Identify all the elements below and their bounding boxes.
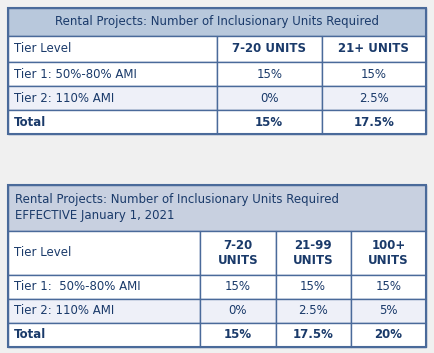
Bar (8, 8, 426, 134)
Text: 2.5%: 2.5% (359, 91, 388, 104)
Bar (217, 86, 322, 110)
Text: 7-20
UNITS: 7-20 UNITS (217, 239, 258, 267)
Text: 0%: 0% (229, 305, 247, 317)
Bar (8, 299, 200, 323)
Bar (200, 231, 276, 275)
Text: Tier 2: 110% AMI: Tier 2: 110% AMI (14, 305, 114, 317)
Bar (8, 62, 217, 86)
Bar (276, 299, 351, 323)
Text: 15%: 15% (225, 281, 251, 293)
Text: Rental Projects: Number of Inclusionary Units Required: Rental Projects: Number of Inclusionary … (55, 16, 379, 29)
Bar (8, 275, 200, 299)
Bar (351, 299, 426, 323)
Bar (8, 8, 426, 36)
Bar (8, 323, 200, 347)
Bar (8, 86, 217, 110)
Text: 0%: 0% (260, 91, 279, 104)
Text: Total: Total (14, 115, 46, 128)
Text: Rental Projects: Number of Inclusionary Units Required: Rental Projects: Number of Inclusionary … (15, 193, 339, 206)
Text: 7-20 UNITS: 7-20 UNITS (232, 42, 306, 55)
Text: 15%: 15% (224, 329, 252, 341)
Bar (200, 275, 276, 299)
Text: Tier 1: 50%-80% AMI: Tier 1: 50%-80% AMI (14, 67, 137, 80)
Text: Tier Level: Tier Level (14, 42, 71, 55)
Bar (351, 323, 426, 347)
Text: Tier Level: Tier Level (14, 246, 71, 259)
Bar (322, 36, 426, 62)
Text: 17.5%: 17.5% (353, 115, 394, 128)
Bar (8, 185, 426, 231)
Text: 15%: 15% (300, 281, 326, 293)
Text: 21-99
UNITS: 21-99 UNITS (293, 239, 333, 267)
Bar (217, 110, 322, 134)
Text: 15%: 15% (361, 67, 387, 80)
Text: Tier 1:  50%-80% AMI: Tier 1: 50%-80% AMI (14, 281, 141, 293)
Text: 2.5%: 2.5% (298, 305, 328, 317)
Bar (8, 185, 426, 347)
Bar (217, 36, 322, 62)
Text: 21+ UNITS: 21+ UNITS (339, 42, 409, 55)
Text: 20%: 20% (375, 329, 402, 341)
Bar (351, 231, 426, 275)
Text: 100+
UNITS: 100+ UNITS (368, 239, 409, 267)
Text: Tier 2: 110% AMI: Tier 2: 110% AMI (14, 91, 114, 104)
Text: 17.5%: 17.5% (293, 329, 334, 341)
Bar (200, 299, 276, 323)
Bar (8, 36, 217, 62)
Text: 15%: 15% (255, 115, 283, 128)
Text: 15%: 15% (256, 67, 282, 80)
Bar (351, 275, 426, 299)
Bar (217, 62, 322, 86)
Bar (322, 86, 426, 110)
Bar (322, 62, 426, 86)
Text: 5%: 5% (379, 305, 398, 317)
Text: 15%: 15% (375, 281, 401, 293)
Text: Total: Total (14, 329, 46, 341)
Bar (276, 323, 351, 347)
Bar (322, 110, 426, 134)
Bar (276, 275, 351, 299)
Bar (276, 231, 351, 275)
Bar (8, 231, 200, 275)
Bar (200, 323, 276, 347)
Bar (8, 110, 217, 134)
Text: EFFECTIVE January 1, 2021: EFFECTIVE January 1, 2021 (15, 209, 174, 222)
